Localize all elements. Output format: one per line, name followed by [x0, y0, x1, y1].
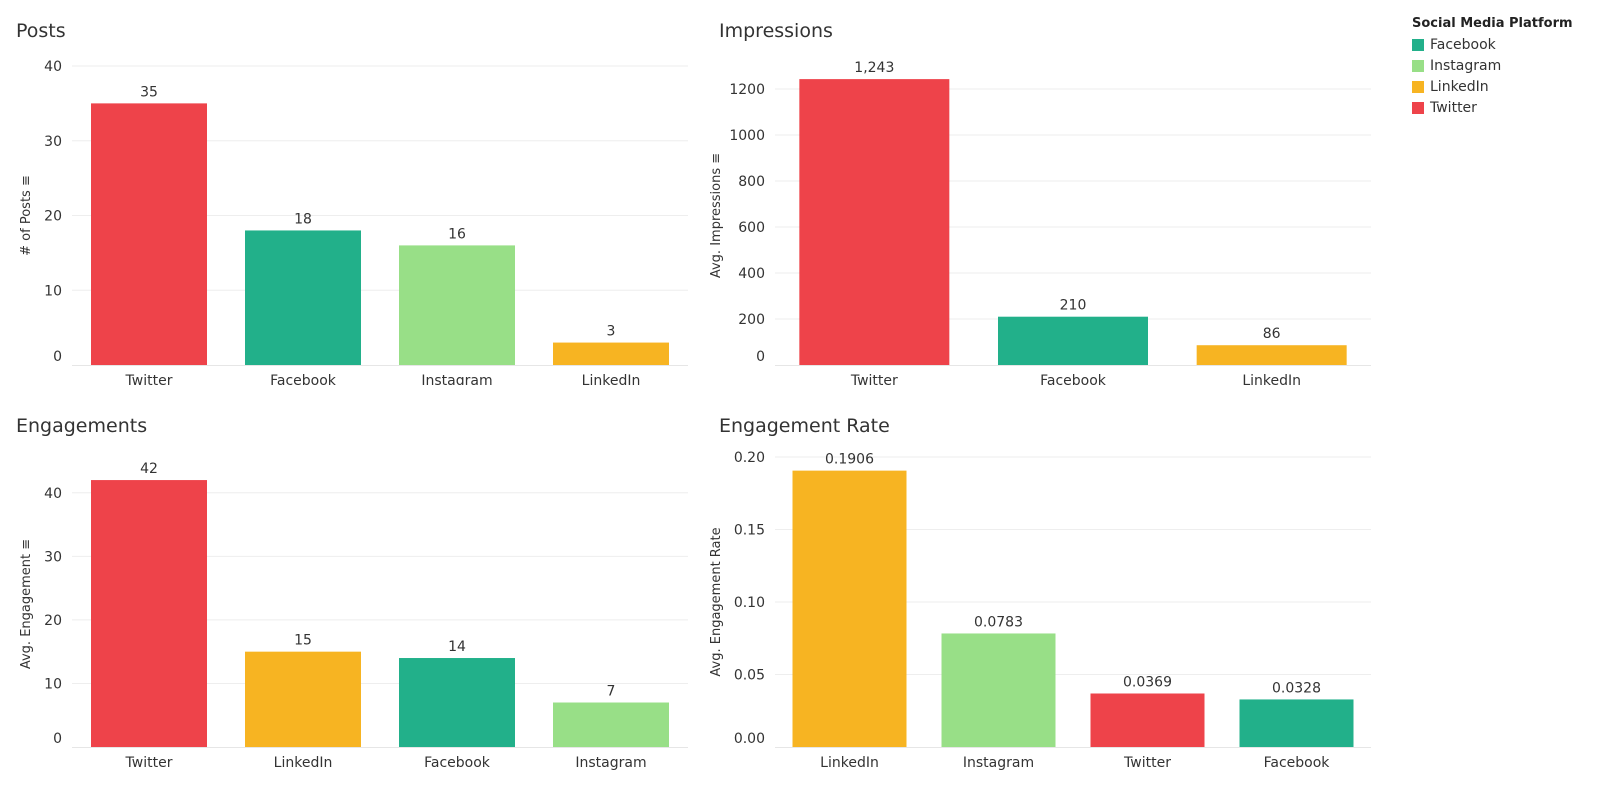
data-label-facebook: 0.0328 — [1272, 680, 1321, 696]
y-tick-label: 400 — [738, 266, 765, 282]
x-tick-label-twitter: Twitter — [1123, 755, 1171, 771]
legend-item-linkedin[interactable]: LinkedIn — [1412, 76, 1573, 97]
y-tick-label: 30 — [44, 134, 62, 150]
bar-twitter[interactable] — [91, 103, 207, 365]
data-label-instagram: 0.0783 — [974, 614, 1023, 630]
x-tick-label-facebook: Facebook — [1040, 373, 1107, 385]
x-tick-label-instagram: Instagram — [963, 755, 1034, 771]
bar-facebook[interactable] — [399, 658, 515, 747]
legend-label-linkedin: LinkedIn — [1430, 78, 1489, 95]
x-tick-label-twitter: Twitter — [850, 373, 898, 385]
legend-item-facebook[interactable]: Facebook — [1412, 34, 1573, 55]
data-label-facebook: 210 — [1060, 298, 1087, 314]
data-label-instagram: 7 — [607, 684, 616, 700]
chart-title-posts: Posts — [16, 20, 66, 42]
y-tick-label: 0.05 — [734, 668, 765, 684]
legend-label-instagram: Instagram — [1430, 57, 1502, 74]
data-label-facebook: 18 — [294, 211, 312, 227]
y-tick-label: 0.00 — [734, 731, 765, 747]
x-tick-label-linkedin: LinkedIn — [1242, 373, 1301, 385]
y-tick-label: 0.10 — [734, 595, 765, 611]
y-tick-label: 40 — [44, 59, 62, 75]
bar-facebook[interactable] — [1239, 699, 1354, 747]
legend-label-facebook: Facebook — [1430, 36, 1496, 53]
data-label-twitter: 1,243 — [854, 60, 894, 76]
x-tick-label-instagram: Instagram — [421, 373, 492, 385]
bar-facebook[interactable] — [245, 230, 361, 365]
bar-linkedin[interactable] — [553, 342, 669, 365]
chart-title-engagement-rate: Engagement Rate — [719, 415, 890, 437]
y-tick-label: 0.15 — [734, 523, 765, 539]
legend-item-instagram[interactable]: Instagram — [1412, 55, 1573, 76]
y-tick-label: 10 — [44, 676, 62, 692]
x-tick-label-linkedin: LinkedIn — [274, 755, 333, 771]
impressions-chart: 0 200 400 600 800 1000 1200 Avg. Impressions ≡ 1… — [709, 60, 1371, 385]
x-tick-label-facebook: Facebook — [424, 755, 491, 771]
data-label-instagram: 16 — [448, 226, 466, 242]
y-axis-title[interactable]: # of Posts ≡ — [19, 175, 34, 256]
y-tick-label: 0 — [53, 349, 62, 365]
x-tick-label-instagram: Instagram — [575, 755, 646, 771]
y-tick-label: 40 — [44, 486, 62, 502]
data-label-linkedin: 0.1906 — [825, 452, 874, 468]
legend-title: Social Media Platform — [1412, 16, 1573, 31]
chart-title-engagements: Engagements — [16, 415, 148, 437]
y-tick-label: 1000 — [729, 128, 765, 144]
legend-swatch-linkedin — [1412, 80, 1424, 93]
legend-swatch-twitter — [1412, 101, 1424, 114]
bar-instagram[interactable] — [399, 245, 515, 365]
legend: Social Media Platform Facebook Instagram… — [1412, 16, 1573, 118]
x-tick-label-twitter: Twitter — [125, 373, 173, 385]
y-tick-label: 1200 — [729, 82, 765, 98]
y-tick-label: 30 — [44, 549, 62, 565]
y-tick-label: 20 — [44, 613, 62, 629]
data-label-linkedin: 86 — [1263, 326, 1281, 342]
data-label-twitter: 42 — [140, 461, 158, 477]
legend-swatch-instagram — [1412, 59, 1424, 72]
data-label-twitter: 0.0369 — [1123, 674, 1172, 690]
legend-label-twitter: Twitter — [1430, 99, 1477, 116]
bar-linkedin[interactable] — [245, 651, 361, 747]
bar-linkedin[interactable] — [1196, 345, 1347, 365]
y-axis-title[interactable]: Avg. Engagement Rate — [709, 527, 724, 676]
engagements-chart: 0 10 20 30 40 Avg. Engagement ≡ 42 Twitter 15 Lin… — [19, 461, 688, 771]
bar-twitter[interactable] — [1090, 693, 1205, 747]
y-tick-label: 0.20 — [734, 450, 765, 466]
x-tick-label-linkedin: LinkedIn — [582, 373, 641, 385]
y-axis-title[interactable]: Avg. Engagement ≡ — [19, 539, 34, 669]
y-tick-label: 200 — [738, 312, 765, 328]
bar-twitter[interactable] — [91, 480, 207, 747]
posts-chart: 0 10 20 30 40 # of Posts ≡ 35 Twitter 18 Facebook… — [19, 59, 688, 385]
legend-item-twitter[interactable]: Twitter — [1412, 97, 1573, 118]
x-tick-label-facebook: Facebook — [270, 373, 337, 385]
x-tick-label-facebook: Facebook — [1264, 755, 1331, 771]
engagement-rate-chart: 0.00 0.05 0.10 0.15 0.20 Avg. Engagement Rate… — [709, 450, 1371, 771]
x-tick-label-linkedin: LinkedIn — [820, 755, 879, 771]
bar-facebook[interactable] — [998, 316, 1148, 365]
y-tick-label: 0 — [756, 349, 765, 365]
bar-twitter[interactable] — [799, 79, 950, 366]
chart-title-impressions: Impressions — [719, 20, 833, 42]
y-tick-label: 10 — [44, 283, 62, 299]
y-tick-label: 20 — [44, 209, 62, 225]
legend-swatch-facebook — [1412, 38, 1424, 51]
data-label-facebook: 14 — [448, 639, 466, 655]
x-tick-label-twitter: Twitter — [125, 755, 173, 771]
data-label-linkedin: 3 — [607, 324, 616, 340]
y-tick-label: 800 — [738, 174, 765, 190]
y-tick-label: 600 — [738, 220, 765, 236]
bar-instagram[interactable] — [553, 702, 669, 747]
bar-instagram[interactable] — [941, 633, 1056, 747]
bar-linkedin[interactable] — [792, 470, 907, 747]
y-axis-title[interactable]: Avg. Impressions ≡ — [709, 153, 724, 278]
data-label-twitter: 35 — [140, 84, 158, 100]
data-label-linkedin: 15 — [294, 633, 312, 649]
y-tick-label: 0 — [53, 731, 62, 747]
